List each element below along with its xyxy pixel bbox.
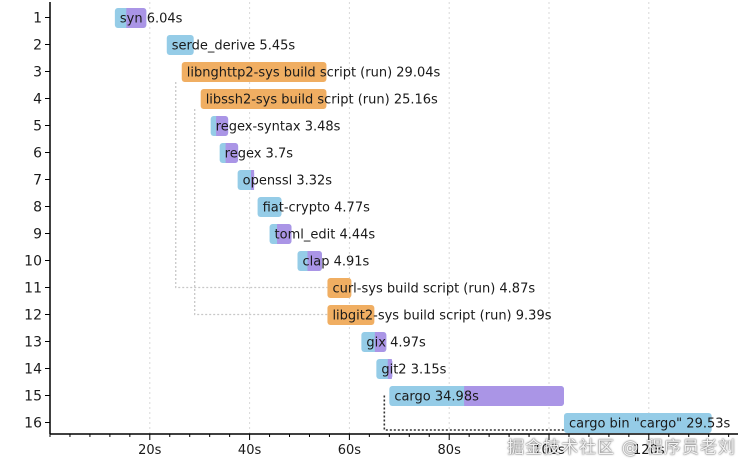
bar-label: libnghttp2-sys build script (run) 29.04s bbox=[187, 66, 441, 81]
bars bbox=[114, 8, 712, 433]
bar-label: fiat-crypto 4.77s bbox=[263, 201, 371, 216]
bar-codegen-joint bbox=[216, 116, 221, 136]
bar-label: serde_derive 5.45s bbox=[172, 39, 296, 54]
row-index-label: 14 bbox=[24, 362, 42, 378]
bar-codegen-joint bbox=[307, 251, 312, 271]
bar[interactable] bbox=[166, 35, 194, 55]
row-index-label: 12 bbox=[24, 308, 42, 324]
bar-label: cargo 34.98s bbox=[394, 390, 479, 405]
x-tick-label: 120s bbox=[633, 443, 665, 458]
dependency-lines bbox=[175, 82, 564, 431]
row-index-label: 6 bbox=[33, 146, 42, 162]
bar-label: cargo bin "cargo" 29.53s bbox=[569, 417, 731, 432]
row-index-label: 15 bbox=[24, 389, 42, 405]
row-index-label: 8 bbox=[33, 200, 42, 216]
bar-codegen-segment bbox=[464, 386, 564, 406]
row-index-label: 1 bbox=[33, 11, 42, 27]
row-index-label: 16 bbox=[24, 416, 42, 432]
x-tick-label: 20s bbox=[138, 443, 162, 458]
bar-codegen-joint bbox=[387, 359, 392, 379]
labels: syn 6.04s serde_derive 5.45s libnghttp2-sy… bbox=[120, 12, 731, 432]
dependency-line bbox=[194, 109, 328, 316]
bar-label: clap 4.91s bbox=[303, 255, 370, 270]
bar[interactable] bbox=[327, 305, 375, 325]
bar-codegen-joint bbox=[277, 224, 282, 244]
bar[interactable] bbox=[257, 197, 282, 217]
bar-codegen-joint bbox=[374, 332, 379, 352]
row-index-label: 4 bbox=[33, 92, 42, 108]
bar-codegen-joint bbox=[225, 143, 230, 163]
row-index-label: 9 bbox=[33, 227, 42, 243]
bar-label: openssl 3.32s bbox=[243, 174, 333, 189]
watermark: 掘金技术社区 @ 程序员老刘 bbox=[507, 438, 736, 458]
bar[interactable] bbox=[181, 62, 327, 82]
bar-codegen-joint bbox=[251, 170, 255, 190]
row-index-label: 7 bbox=[33, 173, 42, 189]
row-index-label: 11 bbox=[24, 281, 42, 297]
row-index-label: 5 bbox=[33, 119, 42, 135]
row-index-label: 13 bbox=[24, 335, 42, 351]
bar-codegen-joint bbox=[464, 386, 469, 406]
bar-label: libgit2-sys build script (run) 9.39s bbox=[332, 309, 551, 324]
row-index-label: 10 bbox=[24, 254, 42, 270]
row-index-label: 3 bbox=[33, 65, 42, 81]
bar-label: curl-sys build script (run) 4.87s bbox=[332, 282, 535, 297]
x-tick-label: 40s bbox=[238, 443, 262, 458]
bar[interactable] bbox=[237, 170, 255, 190]
bar-label: libssh2-sys build script (run) 25.16s bbox=[206, 93, 438, 108]
dependency-line bbox=[175, 82, 328, 289]
x-tick-label: 100s bbox=[533, 443, 565, 458]
bar-label: regex 3.7s bbox=[225, 147, 294, 162]
bar[interactable] bbox=[200, 89, 327, 109]
bar-label: git2 3.15s bbox=[381, 363, 446, 378]
bar-codegen-segment bbox=[126, 8, 147, 28]
bar-label: toml_edit 4.44s bbox=[275, 228, 376, 243]
bar-label: regex-syntax 3.48s bbox=[216, 120, 341, 135]
bar-codegen-joint bbox=[126, 8, 131, 28]
bar[interactable] bbox=[327, 278, 352, 298]
bar-label: gix 4.97s bbox=[366, 336, 426, 351]
x-tick-label: 60s bbox=[338, 443, 362, 458]
row-index-label: 2 bbox=[33, 38, 42, 54]
x-tick-label: 80s bbox=[438, 443, 462, 458]
bar[interactable] bbox=[563, 413, 712, 433]
bar-label: syn 6.04s bbox=[120, 12, 183, 27]
